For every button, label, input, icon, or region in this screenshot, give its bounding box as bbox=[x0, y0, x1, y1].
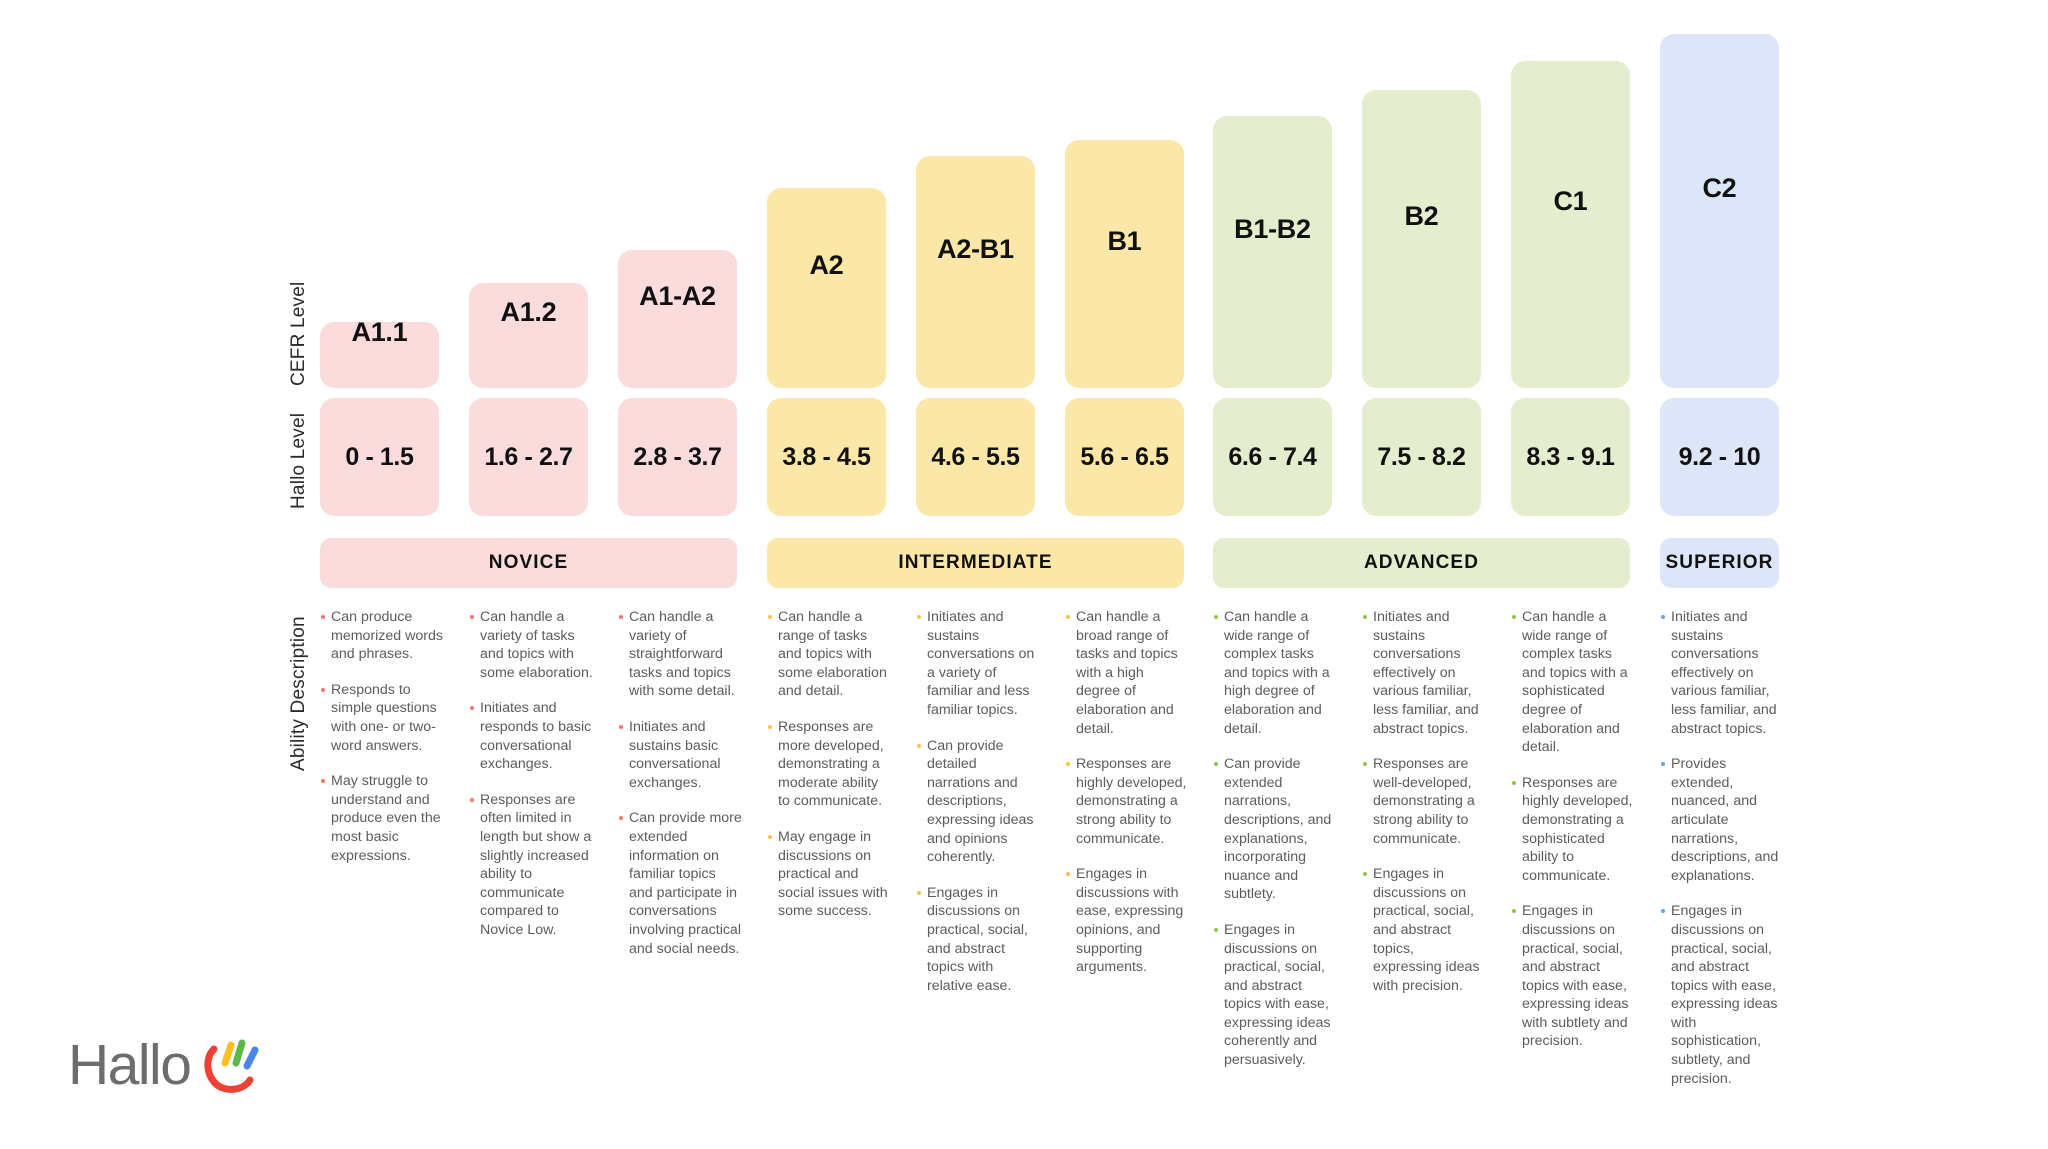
ability-bullet: Can handle a range of tasks and topics w… bbox=[767, 608, 891, 701]
cefr-level-bar[interactable]: A2-B1 bbox=[916, 156, 1035, 388]
cefr-level-label: A2-B1 bbox=[937, 233, 1014, 264]
ability-description-list: Initiates and sustains conversations eff… bbox=[1362, 608, 1486, 1012]
ability-bullet: Initiates and sustains conversations on … bbox=[916, 608, 1040, 720]
proficiency-band-label: SUPERIOR bbox=[1665, 552, 1774, 573]
ability-bullet: Responses are well-developed, demonstrat… bbox=[1362, 755, 1486, 848]
cefr-level-bar[interactable]: C2 bbox=[1660, 34, 1779, 388]
ability-bullet: Responses are more developed, demonstrat… bbox=[767, 718, 891, 811]
hallo-level-label: 1.6 - 2.7 bbox=[484, 442, 573, 471]
hallo-level-box[interactable]: 9.2 - 10 bbox=[1660, 398, 1779, 516]
cefr-level-label: B2 bbox=[1404, 200, 1439, 231]
ability-bullet: Can handle a wide range of complex tasks… bbox=[1213, 608, 1337, 738]
hallo-level-box[interactable]: 2.8 - 3.7 bbox=[618, 398, 737, 516]
ability-bullet: Initiates and responds to basic conversa… bbox=[469, 699, 593, 773]
ability-bullet: Initiates and sustains conversations eff… bbox=[1660, 608, 1784, 738]
hallo-level-box[interactable]: 6.6 - 7.4 bbox=[1213, 398, 1332, 516]
axis-label-cefr-level: CEFR Level bbox=[288, 281, 309, 387]
ability-description-list: Initiates and sustains conversations eff… bbox=[1660, 608, 1784, 1105]
ability-bullet: Responses are highly developed, demonstr… bbox=[1511, 774, 1635, 886]
cefr-proficiency-chart: A1.1 0 - 1.5 Can produce memorized words a… bbox=[320, 0, 1800, 1100]
cefr-level-bar[interactable]: A1.2 bbox=[469, 283, 588, 388]
ability-bullet: Engages in discussions on practical, soc… bbox=[1362, 865, 1486, 995]
ability-bullet: Engages in discussions with ease, expres… bbox=[1065, 865, 1189, 977]
cefr-level-label: A1.2 bbox=[500, 297, 557, 327]
ability-bullet: Can produce memorized words and phrases. bbox=[320, 608, 444, 664]
ability-bullet: Engages in discussions on practical, soc… bbox=[1660, 902, 1784, 1088]
ability-bullet: Responds to simple questions with one- o… bbox=[320, 681, 444, 755]
ability-bullet: May struggle to understand and produce e… bbox=[320, 772, 444, 865]
ability-bullet: Can provide detailed narrations and desc… bbox=[916, 737, 1040, 867]
ability-description-list: Can handle a variety of tasks and topics… bbox=[469, 608, 593, 957]
ability-bullet: Provides extended, nuanced, and articula… bbox=[1660, 755, 1784, 885]
ability-bullet: Initiates and sustains conversations eff… bbox=[1362, 608, 1486, 738]
hallo-level-label: 5.6 - 6.5 bbox=[1080, 442, 1169, 471]
ability-bullet: Responses are often limited in length bu… bbox=[469, 791, 593, 940]
cefr-level-label: A1.1 bbox=[351, 316, 408, 347]
hallo-level-box[interactable]: 4.6 - 5.5 bbox=[916, 398, 1035, 516]
ability-bullet: Initiates and sustains basic conversatio… bbox=[618, 718, 742, 792]
cefr-level-bar[interactable]: A2 bbox=[767, 188, 886, 388]
hallo-level-label: 8.3 - 9.1 bbox=[1526, 442, 1615, 471]
proficiency-band[interactable]: NOVICE bbox=[320, 538, 737, 588]
cefr-level-bar[interactable]: A1.1 bbox=[320, 317, 439, 388]
ability-description-list: Can handle a broad range of tasks and to… bbox=[1065, 608, 1189, 994]
cefr-level-bar[interactable]: B1 bbox=[1065, 140, 1184, 388]
axis-label-ability-description: Ability Description bbox=[288, 616, 309, 772]
ability-bullet: Can handle a variety of tasks and topics… bbox=[469, 608, 593, 682]
ability-description-list: Can handle a wide range of complex tasks… bbox=[1511, 608, 1635, 1068]
cefr-level-label: A1-A2 bbox=[639, 280, 716, 311]
proficiency-band[interactable]: SUPERIOR bbox=[1660, 538, 1779, 588]
ability-bullet: Engages in discussions on practical, soc… bbox=[1213, 921, 1337, 1070]
proficiency-band[interactable]: ADVANCED bbox=[1213, 538, 1630, 588]
ability-bullet: Can handle a broad range of tasks and to… bbox=[1065, 608, 1189, 738]
ability-bullet: Engages in discussions on practical, soc… bbox=[916, 884, 1040, 996]
hallo-level-label: 4.6 - 5.5 bbox=[931, 442, 1020, 471]
proficiency-band-label: NOVICE bbox=[488, 552, 569, 573]
hallo-level-label: 2.8 - 3.7 bbox=[633, 442, 722, 471]
axis-label-hallo-level: Hallo Level bbox=[288, 412, 309, 510]
cefr-level-label: C2 bbox=[1702, 172, 1737, 203]
cefr-level-bar[interactable]: A1-A2 bbox=[618, 250, 737, 388]
ability-description-list: Can handle a wide range of complex tasks… bbox=[1213, 608, 1337, 1087]
ability-bullet: Can provide more extended information on… bbox=[618, 809, 742, 958]
cefr-level-bar[interactable]: C1 bbox=[1511, 61, 1630, 388]
ability-description-list: Can handle a variety of straightforward … bbox=[618, 608, 742, 975]
hallo-level-box[interactable]: 5.6 - 6.5 bbox=[1065, 398, 1184, 516]
ability-bullet: Responses are highly developed, demonstr… bbox=[1065, 755, 1189, 848]
ability-bullet: Engages in discussions on practical, soc… bbox=[1511, 902, 1635, 1051]
cefr-level-bar[interactable]: B1-B2 bbox=[1213, 116, 1332, 388]
ability-bullet: May engage in discussions on practical a… bbox=[767, 828, 891, 921]
logo-wordmark: Hallo bbox=[68, 1032, 192, 1097]
hallo-level-label: 3.8 - 4.5 bbox=[782, 442, 871, 471]
hallo-level-label: 7.5 - 8.2 bbox=[1377, 442, 1466, 471]
hallo-level-label: 0 - 1.5 bbox=[345, 442, 414, 471]
hallo-level-box[interactable]: 8.3 - 9.1 bbox=[1511, 398, 1630, 516]
hallo-level-box[interactable]: 1.6 - 2.7 bbox=[469, 398, 588, 516]
ability-description-list: Can handle a range of tasks and topics w… bbox=[767, 608, 891, 938]
hallo-logo: Hallo bbox=[68, 1035, 262, 1095]
cefr-level-label: A2 bbox=[809, 249, 844, 280]
ability-description-list: Can produce memorized words and phrases.… bbox=[320, 608, 444, 882]
hallo-level-box[interactable]: 3.8 - 4.5 bbox=[767, 398, 886, 516]
waving-hand-icon bbox=[200, 1035, 262, 1095]
ability-bullet: Can provide extended narrations, descrip… bbox=[1213, 755, 1337, 904]
proficiency-band-label: INTERMEDIATE bbox=[898, 552, 1053, 573]
cefr-level-bar[interactable]: B2 bbox=[1362, 90, 1481, 388]
hallo-level-box[interactable]: 0 - 1.5 bbox=[320, 398, 439, 516]
proficiency-band-label: ADVANCED bbox=[1363, 552, 1480, 573]
ability-bullet: Can handle a wide range of complex tasks… bbox=[1511, 608, 1635, 757]
ability-bullet: Can handle a variety of straightforward … bbox=[618, 608, 742, 701]
proficiency-band[interactable]: INTERMEDIATE bbox=[767, 538, 1184, 588]
cefr-level-label: B1-B2 bbox=[1234, 213, 1311, 244]
cefr-level-label: B1 bbox=[1107, 225, 1142, 256]
hallo-level-box[interactable]: 7.5 - 8.2 bbox=[1362, 398, 1481, 516]
ability-description-list: Initiates and sustains conversations on … bbox=[916, 608, 1040, 1012]
hallo-level-label: 6.6 - 7.4 bbox=[1228, 442, 1317, 471]
hallo-level-label: 9.2 - 10 bbox=[1678, 442, 1761, 471]
cefr-level-label: C1 bbox=[1553, 186, 1588, 216]
